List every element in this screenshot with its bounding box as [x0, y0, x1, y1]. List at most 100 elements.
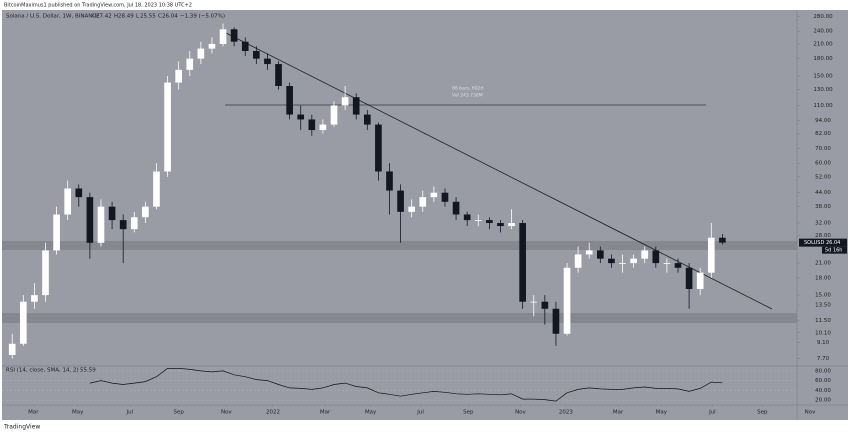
- x-tick-label: Mar: [28, 410, 39, 416]
- candle-body: [208, 43, 216, 49]
- x-tick-label: Mar: [320, 410, 331, 416]
- y-tick-label: 52.00: [815, 174, 831, 180]
- candle-body: [119, 220, 127, 230]
- candle-body: [19, 301, 27, 344]
- candle-body: [197, 48, 205, 59]
- y-tick-label: 11.50: [815, 318, 831, 324]
- x-tick-label: Sep: [757, 410, 768, 416]
- candle-body: [397, 190, 404, 212]
- candle-body: [330, 105, 338, 125]
- y-tick-label: 20.00: [815, 398, 831, 404]
- support-zone: [2, 241, 797, 250]
- candle-body: [8, 343, 16, 355]
- candle-body: [552, 308, 560, 334]
- candle-body: [452, 201, 460, 215]
- legend-key: C: [158, 14, 162, 20]
- candle-body: [86, 197, 94, 243]
- y-tick-label: 240.00: [813, 29, 833, 35]
- candle-body: [175, 69, 182, 83]
- candle-body: [64, 188, 72, 215]
- y-tick-label: 21.00: [815, 261, 831, 267]
- price-tag: [799, 238, 847, 247]
- candle-body: [375, 124, 382, 172]
- candle-body: [707, 237, 715, 273]
- candle-body: [508, 223, 515, 227]
- candle-body: [75, 188, 83, 198]
- y-tick-label: 7.70: [817, 356, 830, 362]
- candle-body: [108, 206, 116, 221]
- candle-body: [563, 267, 571, 334]
- x-tick-label: May: [72, 410, 84, 416]
- candle-body: [596, 250, 604, 259]
- y-tick-label: 94.00: [815, 118, 831, 124]
- candle-body: [497, 223, 504, 227]
- y-tick-label: 70.00: [815, 146, 831, 152]
- legend-value: 26.04: [162, 14, 178, 20]
- candle-body: [53, 214, 60, 251]
- y-tick-label: 9.10: [817, 340, 830, 346]
- rsi-line: [89, 368, 723, 402]
- rsi-title: RSI (14, close, SMA, 14, 2): [6, 368, 79, 374]
- x-tick-label: 2023: [559, 410, 573, 416]
- x-tick-label: Nov: [805, 410, 816, 416]
- candle-body: [530, 301, 538, 303]
- x-tick-label: Sep: [463, 410, 474, 416]
- x-tick-label: Jul: [126, 410, 134, 416]
- x-tick-label: Jul: [416, 410, 424, 416]
- candle-body: [153, 171, 160, 207]
- y-tick-label: 13.50: [815, 303, 831, 309]
- y-tick-label: 38.00: [815, 204, 831, 210]
- x-tick-label: Nov: [515, 410, 526, 416]
- candle-body: [31, 295, 38, 302]
- legend-change: −1.39 (−5.07%): [180, 14, 225, 20]
- price-tag-value: 26.04: [826, 240, 840, 246]
- y-tick-label: 40.00: [815, 388, 831, 394]
- candle-body: [319, 124, 327, 131]
- candle-body: [264, 58, 271, 65]
- candle-body: [230, 29, 238, 42]
- candle-body: [352, 97, 360, 115]
- y-tick-label: 60.00: [815, 378, 831, 384]
- y-tick-label: 10.10: [815, 330, 831, 336]
- x-tick-label: Nov: [221, 410, 232, 416]
- x-tick-label: 2022: [266, 410, 280, 416]
- candle-body: [574, 254, 582, 268]
- candle-body: [308, 119, 316, 131]
- x-tick-label: Jul: [708, 410, 716, 416]
- y-tick-label: 32.00: [815, 221, 831, 227]
- candle-body: [486, 220, 493, 224]
- chart-background: [2, 10, 848, 420]
- candle-body: [541, 301, 549, 309]
- x-tick-label: Mar: [613, 410, 624, 416]
- rsi-value: 55.59: [80, 368, 96, 374]
- annotation: 86 bars, 602d: [452, 86, 483, 92]
- trend-line: [225, 32, 773, 310]
- countdown: 5d 16h: [825, 248, 842, 254]
- legend-value: 28.49: [118, 14, 134, 20]
- candle-body: [164, 82, 171, 172]
- candle-body: [241, 41, 249, 52]
- candle-body: [441, 192, 449, 202]
- published-note: BitcoinMaximus1 published on TradingView…: [4, 3, 192, 9]
- y-tick-label: 110.00: [813, 103, 833, 109]
- candle-body: [142, 206, 149, 218]
- candle-body: [663, 263, 671, 264]
- brand: TradingView: [3, 424, 40, 431]
- y-tick-label: 150.00: [813, 73, 833, 79]
- support-zone: [2, 313, 797, 323]
- candle-body: [275, 64, 282, 87]
- candle-body: [696, 272, 704, 289]
- y-tick-label: 82.00: [815, 131, 831, 137]
- legend-key: O: [92, 14, 97, 20]
- price-tag-symbol: SOLUSD: [804, 240, 824, 246]
- y-tick-label: 180.00: [813, 56, 833, 62]
- candle-body: [42, 250, 49, 296]
- candle-body: [97, 206, 105, 243]
- candle-body: [685, 267, 693, 289]
- candle-body: [363, 114, 371, 125]
- countdown-tag: [822, 246, 847, 254]
- x-tick-label: May: [365, 410, 377, 416]
- candle-body: [652, 250, 660, 264]
- candle-body: [641, 250, 649, 259]
